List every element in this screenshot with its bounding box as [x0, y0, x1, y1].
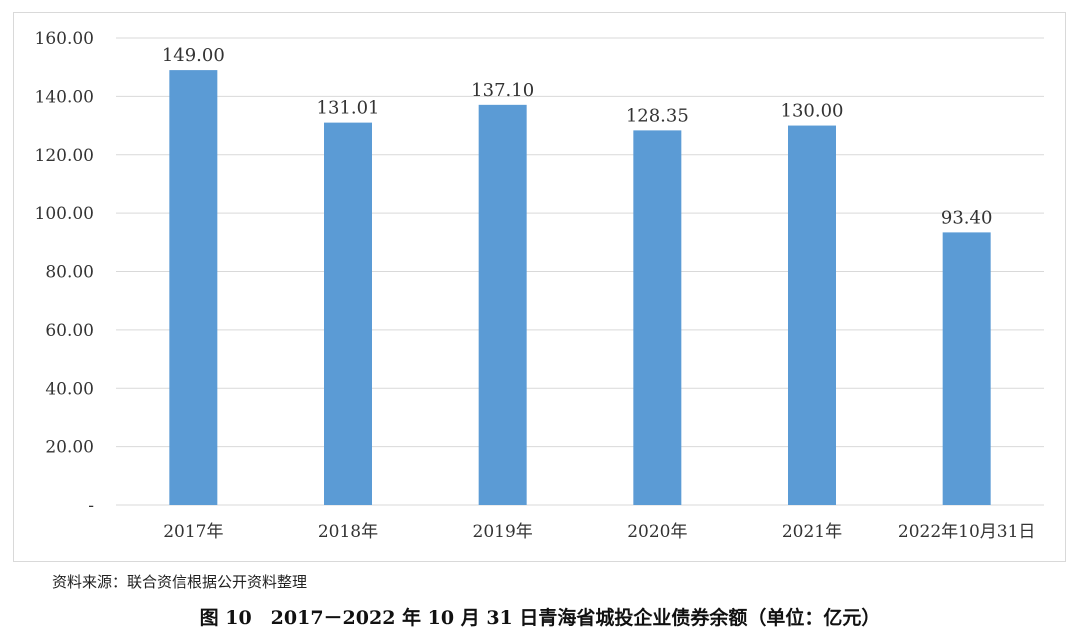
- source-note: 资料来源：联合资信根据公开资料整理: [52, 573, 308, 591]
- y-tick-label: 80.00: [45, 263, 94, 283]
- y-tick-label: 140.00: [35, 87, 94, 107]
- x-category-label: 2017年: [163, 522, 223, 542]
- y-tick-label: 160.00: [35, 29, 94, 49]
- x-category-label: 2021年: [782, 522, 842, 542]
- bar: [788, 125, 836, 505]
- x-category-label: 2018年: [318, 522, 378, 542]
- bars: [169, 70, 991, 506]
- x-category-label: 2020年: [627, 522, 687, 542]
- y-tick-label: 40.00: [45, 379, 94, 399]
- bar-value-label: 128.35: [626, 105, 689, 126]
- y-axis-tick-labels: - 20.00 40.00 60.00 80.00 100.00 120.00 140.00 1…: [35, 29, 94, 516]
- bar-chart: - 20.00 40.00 60.00 80.00 100.00 120.00 140.00 1…: [35, 29, 1044, 542]
- bar: [942, 232, 991, 506]
- bar-value-label: 93.40: [941, 207, 993, 228]
- y-tick-label: 100.00: [35, 204, 94, 224]
- bar: [478, 104, 527, 505]
- y-tick-label: -: [88, 496, 94, 516]
- figure-caption: 图 10 2017－2022 年 10 月 31 日青海省城投企业债券余额（单位…: [199, 607, 881, 629]
- x-axis-category-labels: 2017年 2018年 2019年 2020年 2021年 2022年10月31日: [163, 522, 1035, 542]
- chart-frame: - 20.00 40.00 60.00 80.00 100.00 120.00 140.00 1…: [13, 12, 1066, 562]
- gridlines: [116, 37, 1044, 506]
- data-labels: 149.00 131.01 137.10 128.35 130.00 93.40: [162, 45, 993, 228]
- bar: [633, 130, 682, 505]
- bar-value-label: 131.01: [317, 98, 380, 119]
- bar: [169, 70, 218, 505]
- y-tick-label: 60.00: [45, 321, 94, 341]
- bar: [324, 122, 372, 505]
- x-category-label: 2022年10月31日: [898, 522, 1036, 542]
- bar-value-label: 137.10: [471, 80, 534, 101]
- y-tick-label: 120.00: [35, 146, 94, 166]
- bar-value-label: 149.00: [162, 45, 225, 66]
- bar-value-label: 130.00: [781, 101, 844, 122]
- y-tick-label: 20.00: [45, 438, 94, 458]
- x-category-label: 2019年: [473, 522, 533, 542]
